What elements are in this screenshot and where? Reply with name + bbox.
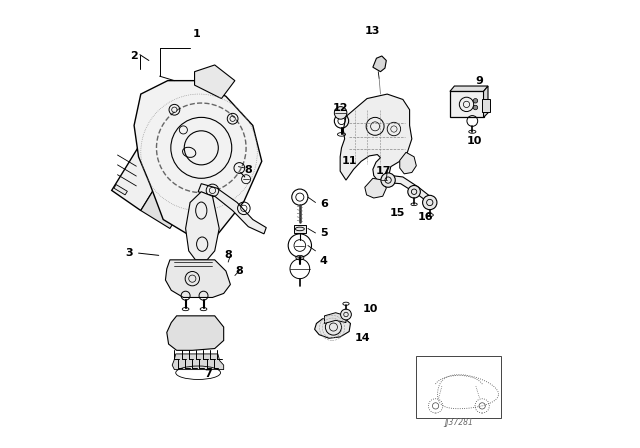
Polygon shape — [167, 316, 224, 350]
Polygon shape — [112, 132, 177, 211]
Polygon shape — [165, 260, 230, 297]
Text: 12: 12 — [332, 103, 348, 112]
Text: 13: 13 — [365, 26, 381, 36]
Polygon shape — [315, 316, 351, 338]
Polygon shape — [114, 185, 127, 195]
Circle shape — [381, 173, 396, 187]
Text: 8: 8 — [224, 250, 232, 260]
Bar — [294, 225, 306, 233]
Text: 2: 2 — [130, 51, 138, 61]
Circle shape — [422, 195, 437, 210]
Text: 5: 5 — [320, 228, 328, 238]
Polygon shape — [400, 152, 417, 174]
Circle shape — [334, 107, 347, 119]
Bar — [482, 99, 490, 112]
Text: 1: 1 — [193, 29, 201, 39]
Text: 17: 17 — [376, 166, 392, 176]
Text: 11: 11 — [341, 156, 357, 166]
Text: 7: 7 — [204, 369, 212, 379]
Polygon shape — [324, 313, 346, 323]
Text: 3: 3 — [126, 248, 133, 258]
Bar — [417, 356, 502, 418]
Polygon shape — [340, 94, 412, 181]
Polygon shape — [484, 86, 488, 117]
Polygon shape — [134, 81, 262, 246]
Polygon shape — [172, 354, 224, 370]
Text: 16: 16 — [417, 212, 433, 222]
Text: 8: 8 — [244, 165, 252, 175]
Polygon shape — [385, 176, 431, 202]
Text: 6: 6 — [320, 199, 328, 209]
Circle shape — [473, 99, 477, 103]
Circle shape — [473, 105, 477, 110]
Polygon shape — [373, 56, 387, 72]
Text: 8: 8 — [236, 266, 243, 276]
Polygon shape — [198, 184, 266, 234]
Polygon shape — [195, 65, 235, 99]
Polygon shape — [450, 86, 488, 91]
Polygon shape — [365, 178, 387, 198]
Text: 9: 9 — [475, 76, 483, 86]
Text: 10: 10 — [362, 304, 378, 314]
Polygon shape — [141, 152, 206, 228]
Text: 15: 15 — [389, 208, 404, 218]
Text: 14: 14 — [355, 333, 371, 343]
Polygon shape — [186, 192, 220, 260]
Text: 10: 10 — [467, 136, 483, 146]
Text: 4: 4 — [320, 256, 328, 266]
Bar — [450, 91, 484, 117]
Circle shape — [408, 185, 420, 198]
Text: JJ37281: JJ37281 — [444, 418, 474, 426]
Circle shape — [340, 309, 351, 320]
